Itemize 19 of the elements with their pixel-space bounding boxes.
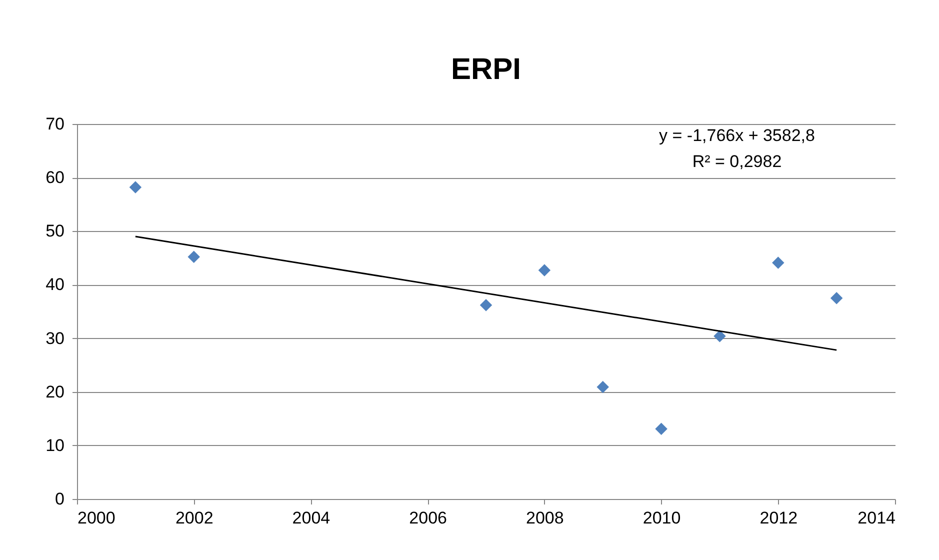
annotation: y = -1,766x + 3582,8 <box>659 126 815 145</box>
x-tick-label: 2006 <box>409 508 447 528</box>
y-tick-label: 20 <box>46 382 64 402</box>
annotation: R² = 0,2982 <box>692 152 782 171</box>
x-tick-label: 2008 <box>526 508 564 528</box>
y-tick-label: 40 <box>46 275 64 294</box>
y-tick-label: 60 <box>46 168 64 188</box>
x-tick-label: 2012 <box>760 508 798 528</box>
y-tick-label: 70 <box>46 114 64 134</box>
x-tick-label: 2014 <box>858 508 896 528</box>
x-tick-label: 2004 <box>292 508 330 528</box>
chart-title: ERPI <box>450 53 522 86</box>
y-tick-label: 30 <box>46 328 64 348</box>
x-tick-label: 2002 <box>175 508 214 528</box>
y-tick-label: 0 <box>55 490 64 508</box>
x-tick-label: 2010 <box>642 508 681 528</box>
y-tick-label: 50 <box>46 222 64 241</box>
y-tick-label: 10 <box>46 436 64 455</box>
x-tick-label: 2000 <box>78 508 116 528</box>
